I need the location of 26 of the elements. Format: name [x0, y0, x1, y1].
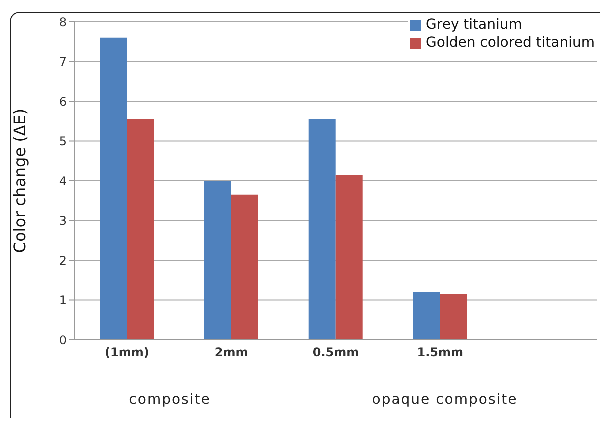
bar [127, 119, 154, 340]
y-tick-label: 4 [59, 174, 67, 188]
bar [440, 294, 468, 340]
bar [231, 194, 258, 340]
bar [336, 175, 363, 340]
x-tick-label: 2mm [214, 346, 248, 360]
y-tick-label: 6 [59, 94, 67, 109]
bar [100, 38, 128, 340]
x-tick-label: (1mm) [105, 346, 150, 360]
bar [308, 119, 336, 340]
y-tick-label: 8 [59, 15, 67, 30]
text: opaque composite [372, 392, 518, 408]
text: composite [129, 392, 211, 408]
legend-label: Grey titanium [426, 16, 522, 34]
y-tick-label: 1 [59, 294, 67, 308]
x-tick-label: 0.5mm [312, 346, 360, 360]
y-tick-label: 5 [59, 134, 67, 149]
y-tick-label: 7 [59, 55, 67, 70]
y-tick-label: 0 [59, 333, 67, 348]
y-axis-title: Color change (ΔE) [10, 108, 30, 254]
x-tick-label: 1.5mm [417, 346, 464, 360]
y-tick-label: 3 [59, 214, 67, 228]
bar [413, 292, 440, 340]
legend-label: Golden colored titanium [426, 34, 595, 52]
bar [204, 181, 232, 340]
y-tick-label: 2 [59, 254, 67, 268]
